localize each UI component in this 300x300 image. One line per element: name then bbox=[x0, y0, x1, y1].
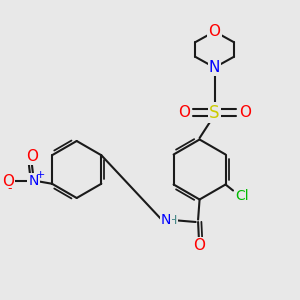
Text: +: + bbox=[35, 170, 45, 180]
Text: O: O bbox=[26, 149, 38, 164]
Text: H: H bbox=[168, 214, 177, 227]
Text: O: O bbox=[208, 24, 220, 39]
Text: N: N bbox=[209, 60, 220, 75]
Text: N: N bbox=[161, 214, 171, 227]
Text: O: O bbox=[239, 105, 251, 120]
Text: O: O bbox=[178, 105, 190, 120]
Text: O: O bbox=[2, 174, 14, 189]
Text: Cl: Cl bbox=[235, 190, 249, 203]
Text: N: N bbox=[28, 174, 39, 188]
Text: -: - bbox=[8, 182, 12, 195]
Text: O: O bbox=[193, 238, 205, 253]
Text: S: S bbox=[209, 103, 220, 122]
